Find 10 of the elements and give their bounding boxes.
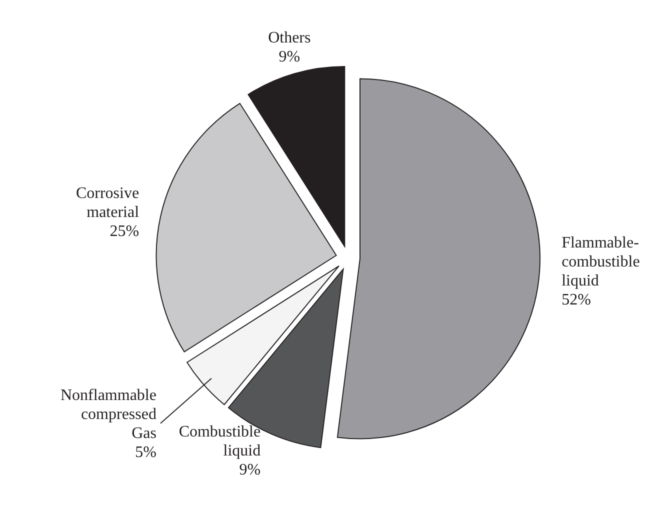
data-label: 5% xyxy=(135,444,156,461)
slice-label: Nonflammable compressed Gas xyxy=(60,386,156,442)
data-label: 9% xyxy=(239,462,261,479)
data-label: 25% xyxy=(110,223,140,240)
slice-label: Others xyxy=(268,29,311,46)
slice-label: Flammable-combustible liquid xyxy=(562,234,640,290)
slice-label: Combustible liquid xyxy=(178,424,261,460)
data-label: 52% xyxy=(562,292,591,309)
slice-label: Corrosive material xyxy=(76,185,140,222)
data-label: 9% xyxy=(278,48,300,66)
